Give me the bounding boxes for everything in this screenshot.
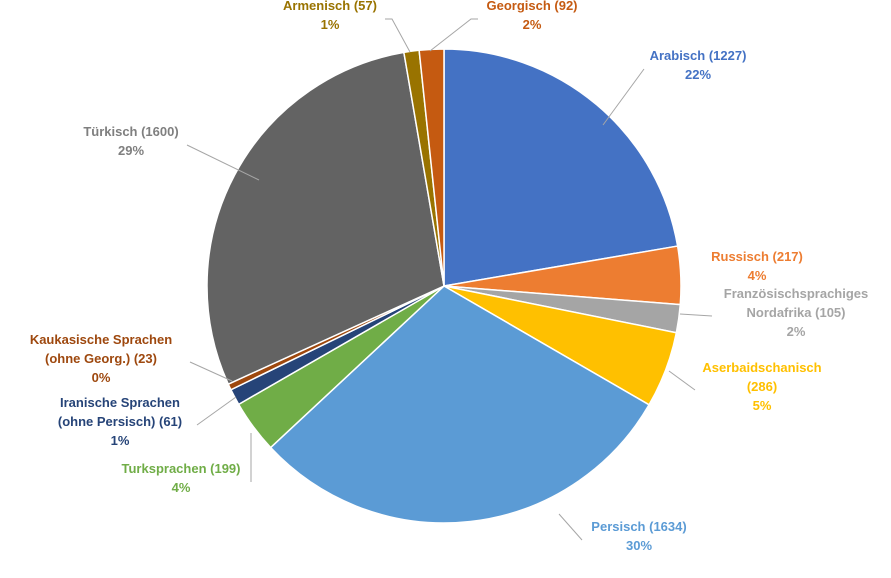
data-label-2-line-0: Französischsprachiges [724,286,869,301]
data-label-7-line-1: (ohne Georg.) (23) [45,351,157,366]
data-label-2: Französischsprachiges Nordafrika (105) 2% [724,286,869,339]
data-label-10: Georgisch (92) 2% [486,0,577,32]
data-label-7-line-0: Kaukasische Sprachen [30,332,172,347]
leader-line-2 [679,313,713,317]
leader-line-6 [196,396,237,426]
data-label-8: Türkisch (1600) 29% [83,124,178,158]
data-label-9-line-1: 1% [321,17,340,32]
data-label-3-line-1: (286) [747,379,777,394]
pie-slice-8 [206,51,445,386]
leader-line-3 [668,370,696,391]
data-label-5: Turksprachen (199) 4% [122,461,241,495]
data-label-6-line-1: (ohne Persisch) (61) [58,414,182,429]
data-label-6-line-0: Iranische Sprachen [60,395,180,410]
data-label-2-line-2: 2% [787,324,806,339]
data-label-1-line-1: 4% [748,268,767,283]
data-label-4: Persisch (1634) 30% [591,519,686,553]
pie-slice-0 [443,48,679,287]
pie-slice-4 [269,285,651,524]
data-label-0: Arabisch (1227) 22% [650,48,747,82]
data-label-3: Aserbaidschanisch (286) 5% [702,360,821,413]
data-label-10-line-0: Georgisch (92) [486,0,577,13]
data-label-4-line-1: 30% [626,538,652,553]
data-label-1: Russisch (217) 4% [711,249,803,283]
data-label-9-line-0: Armenisch (57) [283,0,377,13]
data-label-5-line-1: 4% [172,480,191,495]
data-label-5-line-0: Turksprachen (199) [122,461,241,476]
data-label-6-line-2: 1% [111,433,130,448]
data-label-7-line-2: 0% [92,370,111,385]
data-label-7: Kaukasische Sprachen (ohne Georg.) (23) 0% [30,332,172,385]
data-label-8-line-0: Türkisch (1600) [83,124,178,139]
data-label-3-line-0: Aserbaidschanisch [702,360,821,375]
data-label-3-line-2: 5% [753,398,772,413]
leader-line-9 [385,18,411,53]
data-label-0-line-0: Arabisch (1227) [650,48,747,63]
data-label-9: Armenisch (57) 1% [283,0,377,32]
leader-line-0 [602,68,645,126]
data-label-2-line-1: Nordafrika (105) [747,305,846,320]
leader-line-4 [558,513,583,541]
data-label-0-line-1: 22% [685,67,711,82]
data-label-8-line-1: 29% [118,143,144,158]
data-label-6: Iranische Sprachen (ohne Persisch) (61) 1% [58,395,182,448]
leader-line-10 [429,18,478,52]
data-label-1-line-0: Russisch (217) [711,249,803,264]
leader-line-8 [186,144,260,181]
data-label-4-line-0: Persisch (1634) [591,519,686,534]
leader-line-7 [189,361,233,382]
data-label-10-line-1: 2% [523,17,542,32]
